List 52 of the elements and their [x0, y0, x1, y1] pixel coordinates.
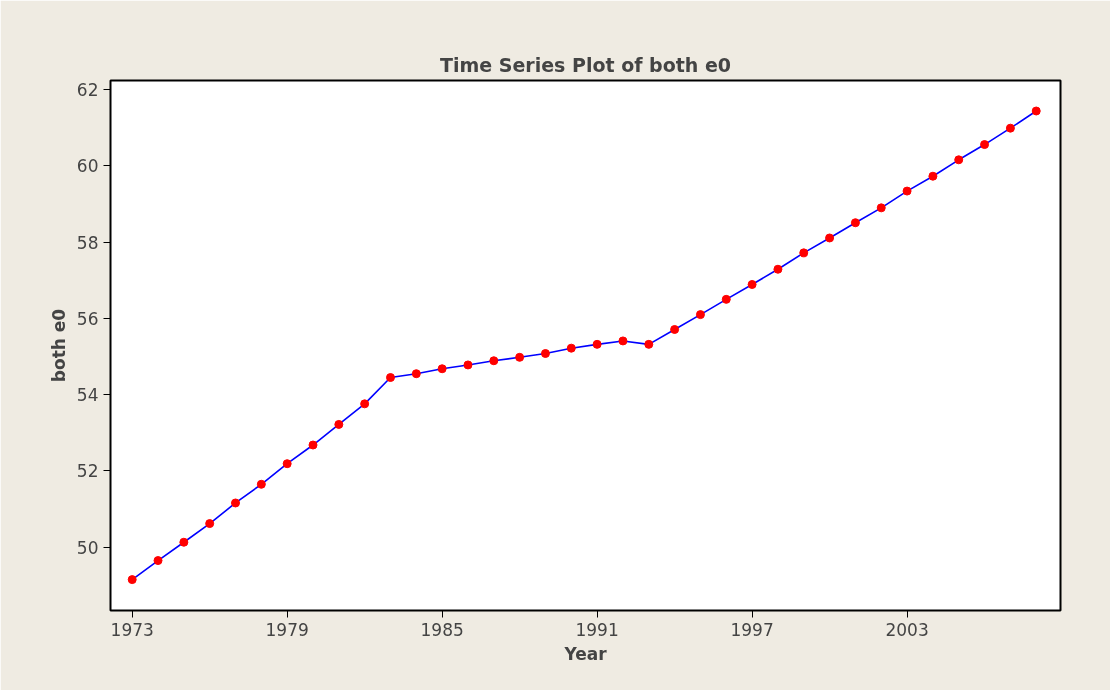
point	[876, 203, 886, 213]
point	[695, 310, 705, 320]
point	[850, 218, 860, 228]
point	[489, 356, 499, 366]
x-tick-label: 2003	[885, 619, 929, 640]
point	[437, 364, 447, 374]
point	[231, 498, 241, 508]
point	[179, 537, 189, 547]
y-tick-label: 62	[76, 80, 99, 101]
point	[308, 440, 318, 450]
y-axis-title: both e0	[48, 308, 69, 383]
y-tick-label: 56	[76, 308, 99, 329]
point	[334, 419, 344, 429]
point	[670, 324, 680, 334]
y-tick-label: 54	[76, 385, 99, 406]
point	[618, 336, 628, 346]
y-tick-label: 58	[76, 232, 99, 253]
point	[282, 459, 292, 469]
point	[799, 248, 809, 258]
x-tick-label: 1973	[110, 619, 154, 640]
point	[928, 171, 938, 181]
point	[540, 349, 550, 358]
point	[205, 519, 215, 529]
point	[463, 360, 473, 370]
point	[515, 352, 525, 362]
x-tick-label: 1991	[575, 619, 619, 640]
point	[721, 294, 731, 304]
x-tick-label: 1985	[420, 619, 464, 640]
point	[747, 280, 757, 289]
point	[644, 339, 654, 349]
chart-title: Time Series Plot of both e0	[439, 53, 732, 76]
point	[566, 343, 576, 353]
point	[127, 575, 137, 585]
point	[773, 264, 783, 274]
x-axis-title: Year	[563, 643, 608, 664]
point	[954, 155, 964, 165]
point	[411, 369, 421, 379]
point	[360, 399, 370, 409]
x-tick-label: 1979	[265, 619, 309, 640]
point	[980, 140, 990, 150]
point	[825, 233, 835, 243]
point	[256, 479, 266, 489]
y-tick-label: 52	[76, 461, 99, 482]
point	[1031, 106, 1041, 116]
y-tick-label: 50	[76, 537, 99, 558]
y-tick-label: 60	[76, 156, 99, 177]
point	[385, 373, 395, 383]
point	[1005, 123, 1015, 133]
point	[592, 339, 602, 349]
point	[153, 556, 163, 566]
point	[902, 186, 912, 196]
x-tick-label: 1997	[730, 619, 774, 640]
